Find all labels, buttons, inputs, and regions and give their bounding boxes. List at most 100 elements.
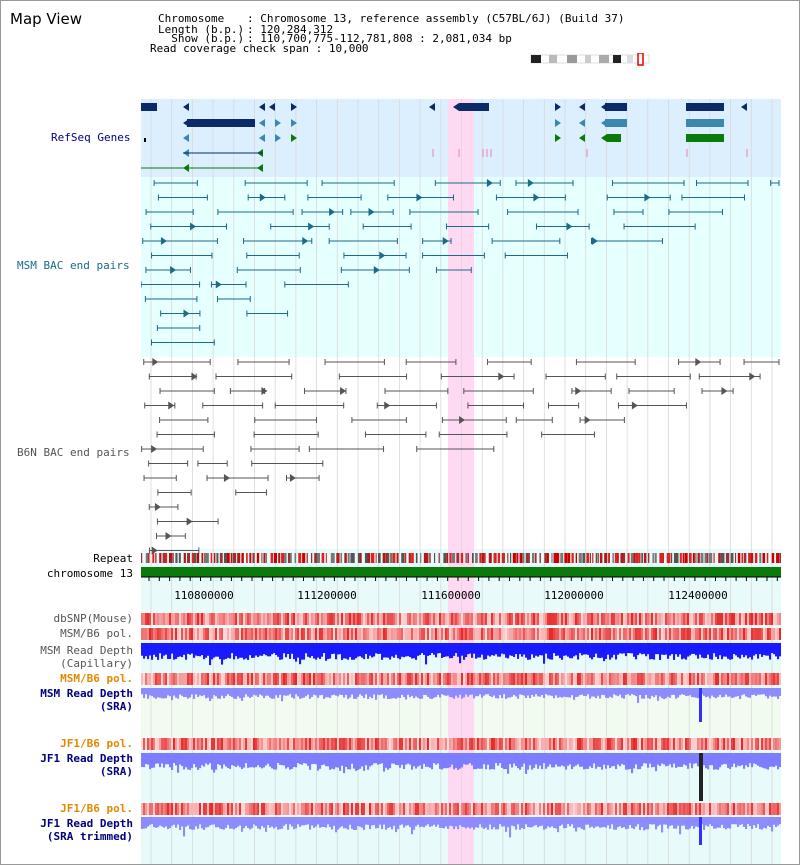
- repeat-mark: [460, 553, 464, 563]
- msm-sra-depth-bar: [305, 688, 308, 697]
- jf1-trimmed-depth-bar: [743, 817, 746, 827]
- msm-bac-track-label[interactable]: MSM BAC end pairs: [17, 259, 130, 272]
- dbsnp-cell: [581, 613, 584, 625]
- msm-b6-pol2-cell: [343, 673, 346, 685]
- tracks-canvas[interactable]: 110800000 111200000 111600000 112000000 1124…: [140, 1, 783, 864]
- msm-capillary-depth-bar: [155, 643, 158, 657]
- dbsnp-cell: [741, 613, 744, 625]
- jf1-b6-pol2-cell: [695, 803, 698, 815]
- jf1-sra-depth-bar: [517, 753, 520, 769]
- jf1-b6-pol2-cell: [315, 803, 318, 815]
- repeat-mark: [718, 553, 721, 563]
- msm-sra-depth-bar: [495, 688, 498, 699]
- msm-sra-depth-bar: [369, 688, 372, 697]
- jf1-b6-pol-cell: [493, 738, 496, 750]
- msm-capillary-depth-bar: [639, 643, 642, 654]
- msm-b6-pol-cell: [601, 628, 604, 640]
- msm-b6-pol2-cell: [647, 673, 650, 685]
- msm-b6-pol2-cell: [533, 673, 536, 685]
- msm-b6-pol-cell: [651, 628, 654, 640]
- msm-sra-depth-bar: [341, 688, 344, 696]
- dbsnp-cell: [661, 613, 664, 625]
- bac-marker: [498, 372, 505, 381]
- jf1-trimmed-depth-bar: [319, 817, 322, 828]
- bac-marker: [644, 193, 651, 202]
- msm-b6-pol2-cell: [499, 673, 502, 685]
- msm-capillary-depth-bar: [173, 643, 176, 660]
- msm-sra-depth-bar: [195, 688, 198, 695]
- gene-exon-marker: [291, 103, 297, 111]
- genome-tracks-panel[interactable]: 110800000 111200000 111600000 112000000 1124…: [140, 1, 783, 864]
- msm-capillary-depth-bar: [569, 643, 572, 659]
- jf1-trimmed-depth-bar: [155, 817, 158, 828]
- msm-b6-pol2-cell: [341, 673, 344, 685]
- jf1-b6-pol-cell: [409, 738, 412, 750]
- dbsnp-cell: [555, 613, 558, 625]
- jf1-b6-pol2-cell: [653, 803, 656, 815]
- msm-sra-depth-bar: [669, 688, 672, 698]
- jf1-b6-pol-cell: [513, 738, 516, 750]
- msm-b6-pol2-cell: [599, 673, 602, 685]
- msm-sra-depth-bar: [303, 688, 306, 698]
- jf1-sra-depth-bar: [647, 753, 650, 768]
- repeat-mark: [546, 553, 549, 563]
- jf1-b6-pol2-cell: [299, 803, 302, 815]
- jf1-b6-pol2-cell: [561, 803, 564, 815]
- msm-sra-depth-bar: [559, 688, 562, 697]
- jf1-trimmed-depth-bar: [343, 817, 346, 829]
- bac-marker: [183, 309, 190, 318]
- jf1-b6-pol-cell: [295, 738, 298, 750]
- msm-b6-pol-cell: [361, 628, 364, 640]
- dbsnp-cell: [177, 613, 180, 625]
- jf1-b6-pol2-cell: [449, 803, 452, 815]
- msm-sra-depth-bar: [475, 688, 478, 697]
- jf1-b6-pol-cell: [771, 738, 774, 750]
- msm-sra-depth-bar: [643, 688, 646, 699]
- jf1-sra-depth-bar: [755, 753, 758, 765]
- chromosome-ideogram[interactable]: [529, 53, 655, 67]
- jf1-b6-pol-cell: [305, 738, 308, 750]
- jf1-trimmed-depth-bar: [293, 817, 296, 830]
- dbsnp-cell: [753, 613, 756, 625]
- msm-capillary-depth-bar: [165, 643, 168, 655]
- jf1-b6-pol2-cell: [769, 803, 772, 815]
- msm-b6-pol2-cell: [283, 673, 286, 685]
- jf1-trimmed-depth-bar: [297, 817, 300, 825]
- jf1-sra-depth-bar: [693, 753, 696, 764]
- refseq-track-label[interactable]: RefSeq Genes: [51, 131, 131, 144]
- msm-b6-pol-cell: [693, 628, 696, 640]
- jf1-b6-pol-cell: [309, 738, 312, 750]
- msm-b6-pol-cell: [571, 628, 574, 640]
- msm-sra-depth-bar: [253, 688, 256, 695]
- bac-marker: [527, 179, 534, 187]
- msm-capillary-depth-bar: [267, 643, 270, 657]
- jf1-trimmed-depth-bar: [425, 817, 428, 826]
- bac-marker: [329, 208, 336, 216]
- dbsnp-cell: [181, 613, 184, 625]
- msm-b6-pol2-cell: [511, 673, 514, 685]
- jf1-sra-depth-bar: [373, 753, 376, 764]
- jf1-b6-pol2-cell: [281, 803, 284, 815]
- msm-b6-pol2-cell: [317, 673, 320, 685]
- jf1-b6-pol-cell: [371, 738, 374, 750]
- jf1-trimmed-depth-bar: [177, 817, 180, 825]
- repeat-mark: [503, 553, 505, 563]
- jf1-b6-pol-cell: [349, 738, 352, 750]
- msm-sra-depth-bar: [405, 688, 408, 700]
- b6n-bac-track-label[interactable]: B6N BAC end pairs: [17, 446, 130, 459]
- msm-b6-pol-cell: [309, 628, 312, 640]
- dbsnp-cell: [567, 613, 570, 625]
- jf1-b6-pol-cell: [683, 738, 686, 750]
- msm-capillary-depth-bar: [211, 643, 214, 660]
- jf1-b6-pol-cell: [637, 738, 640, 750]
- jf1-b6-pol-cell: [715, 738, 718, 750]
- jf1-trimmed-depth-bar: [721, 817, 724, 825]
- dbsnp-cell: [775, 613, 778, 625]
- jf1-trimmed-depth-bar: [393, 817, 396, 826]
- dbsnp-cell: [387, 613, 390, 625]
- jf1-sra-depth-bar: [777, 753, 780, 770]
- msm-b6-pol2-cell: [619, 673, 622, 685]
- msm-sra-depth-bar: [547, 688, 550, 696]
- dbsnp-cell: [487, 613, 490, 625]
- msm-capillary-depth-bar: [227, 643, 230, 658]
